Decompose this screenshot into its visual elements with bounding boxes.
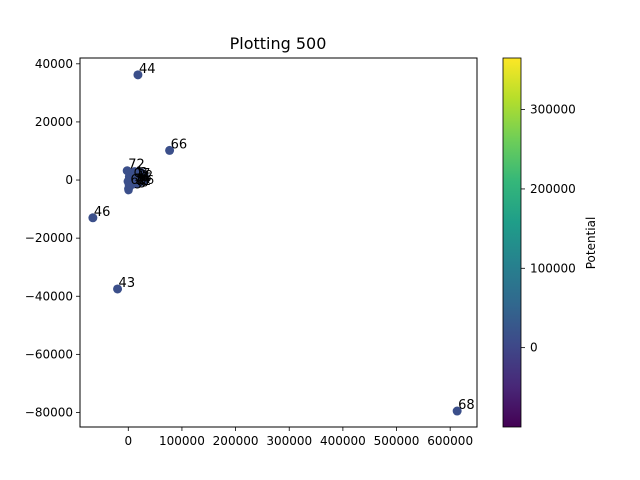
scatter-point xyxy=(124,181,134,191)
scatter-point xyxy=(165,145,175,155)
cluster-point-label: 5 xyxy=(138,177,146,191)
cluster-point-label: 8 xyxy=(137,174,145,188)
cluster-point-label: 4 xyxy=(136,169,144,183)
x-tick-label: 500000 xyxy=(374,434,420,448)
cluster-point-label: 0 xyxy=(141,175,149,189)
x-tick-label: 600000 xyxy=(427,434,473,448)
colorbar: 0 100000 200000 300000 Potential xyxy=(502,57,598,428)
colorbar-tick-label: 100000 xyxy=(530,261,576,275)
colorbar-gradient xyxy=(503,58,521,427)
y-tick-label: −20000 xyxy=(25,231,73,245)
y-tick-label: 0 xyxy=(65,173,73,187)
colorbar-tick-label: 200000 xyxy=(530,182,576,196)
y-tick-label: −40000 xyxy=(25,289,73,303)
scatter-point xyxy=(133,70,143,80)
scatter-point xyxy=(88,213,98,223)
point-label: 44 xyxy=(139,62,156,77)
cluster-point xyxy=(133,179,142,188)
cluster-point-label: 4 xyxy=(142,169,150,183)
cluster-point-label: 1 xyxy=(136,164,144,178)
plot-frame xyxy=(79,57,478,428)
cluster-point-label: 7 xyxy=(135,172,143,186)
y-tick-label: 20000 xyxy=(35,115,73,129)
x-tick-label: 100000 xyxy=(159,434,205,448)
scatter-point xyxy=(113,284,123,294)
point-label: 46 xyxy=(94,205,111,220)
point-label: 68 xyxy=(458,398,475,413)
point-label: 66 xyxy=(171,137,188,152)
colorbar-ticks: 0 100000 200000 300000 xyxy=(521,103,576,355)
colorbar-tick-label: 0 xyxy=(530,341,538,355)
cluster-point-label: 3 xyxy=(134,177,142,191)
scatter-point xyxy=(452,406,462,416)
point-label: 43 xyxy=(119,276,136,291)
point-label: 72 xyxy=(128,158,145,173)
cluster-point-label: 6 xyxy=(146,173,154,187)
x-tick-label: 200000 xyxy=(213,434,259,448)
cluster-point-label: 2 xyxy=(145,168,153,182)
y-tick-label: −60000 xyxy=(25,347,73,361)
y-tick-label: 40000 xyxy=(35,57,73,71)
cluster-point-label: 9 xyxy=(139,173,147,187)
cluster-point-label: 5 xyxy=(144,171,152,185)
cluster-point-label: 3 xyxy=(140,165,148,179)
cluster-point-label: 7 xyxy=(143,166,151,180)
y-tick-label: −80000 xyxy=(25,405,73,419)
colorbar-tick-label: 300000 xyxy=(530,103,576,117)
y-axis: 40000 20000 0 −20000 −40000 −60000 −80000 xyxy=(25,57,80,419)
point-label: 62 xyxy=(130,173,147,188)
cluster-point-label: 1 xyxy=(143,174,151,188)
points-layer xyxy=(88,70,462,416)
chart-title: Plotting 500 xyxy=(230,34,327,53)
colorbar-frame xyxy=(502,57,522,428)
x-tick-label: 0 xyxy=(124,434,132,448)
cluster-point-label: 0 xyxy=(134,166,142,180)
x-tick-label: 400000 xyxy=(320,434,366,448)
colorbar-label: Potential xyxy=(584,217,598,270)
x-axis: 0 100000 200000 300000 400000 500000 600000 xyxy=(124,427,473,448)
cluster-point xyxy=(137,168,146,177)
cluster-point-label: 6 xyxy=(141,170,149,184)
cluster-point-label: 2 xyxy=(138,167,146,181)
x-tick-label: 300000 xyxy=(266,434,312,448)
scatter-point xyxy=(122,166,132,176)
